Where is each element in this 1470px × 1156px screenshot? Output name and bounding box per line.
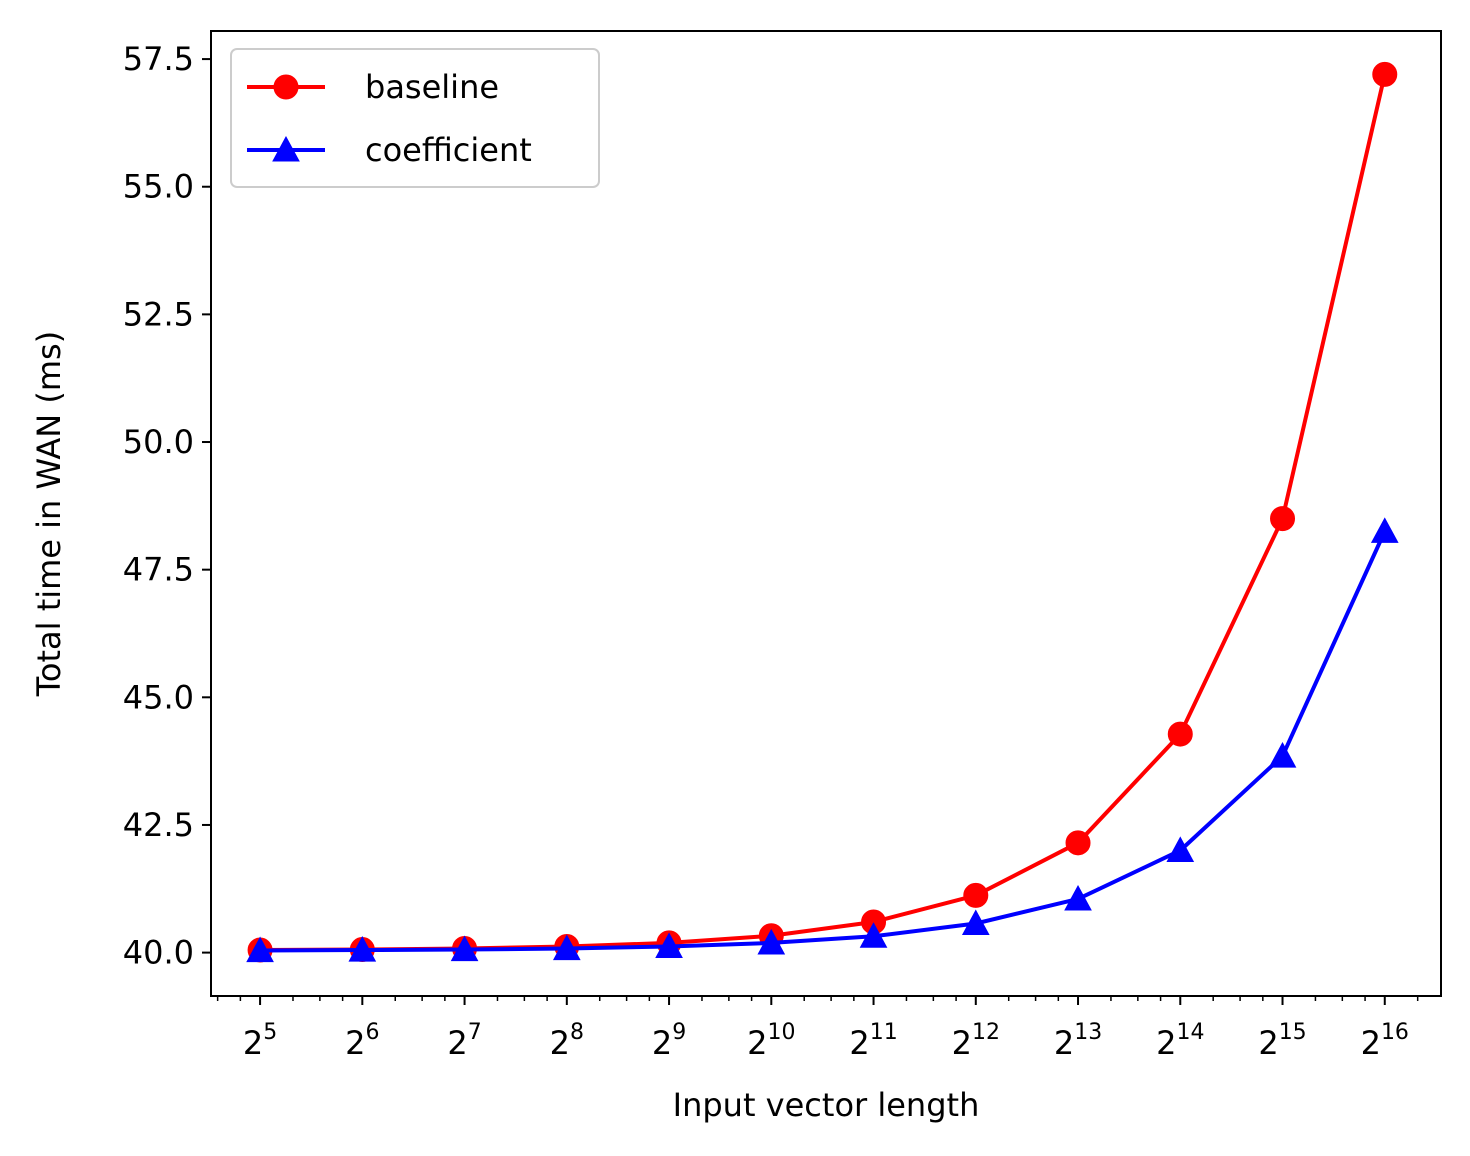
x-axis-label: Input vector length [673,1086,980,1124]
x-tick-label: 214 [1156,1020,1204,1062]
data-point-baseline [963,882,989,908]
series-baseline [247,61,1398,963]
x-tick-label: 27 [447,1020,481,1062]
y-tick-label: 52.5 [123,295,194,333]
series-layer [246,61,1399,963]
series-line-coefficient [260,530,1387,953]
data-point-coefficient [450,935,479,962]
x-tick-label: 216 [1361,1020,1409,1062]
x-tick-label: 25 [243,1020,277,1062]
legend-entry-coefficient: coefficient [247,131,532,169]
data-point-coefficient [552,934,581,961]
data-point-baseline [1065,830,1091,856]
legend: baseline coefficient [230,48,600,188]
data-point-coefficient [655,932,683,959]
data-point-coefficient [859,922,888,948]
y-tick-label: 57.5 [123,40,194,78]
x-tick-label: 210 [747,1020,795,1062]
legend-label: coefficient [365,131,532,169]
data-point-coefficient [1268,741,1297,768]
x-tick-label: 26 [345,1020,379,1062]
x-tick-label: 212 [952,1020,1000,1062]
data-point-coefficient [1370,517,1399,543]
legend-marker [273,74,299,100]
data-point-baseline [1372,61,1398,87]
data-point-coefficient [1166,836,1195,863]
data-point-coefficient [246,936,274,963]
series-coefficient [246,517,1399,963]
x-tick-label: 28 [550,1020,584,1062]
x-tick-label: 29 [652,1020,686,1062]
y-tick-label: 47.5 [123,551,194,589]
data-point-baseline [1167,721,1193,747]
y-tick-label: 45.0 [123,678,194,716]
x-tick-label: 215 [1258,1020,1306,1062]
legend-box [230,48,600,188]
y-tick-label: 42.5 [123,806,194,844]
plot-frame [210,30,1442,997]
legend-entry-baseline: baseline [247,68,499,106]
y-axis-label: Total time in WAN (ms) [30,331,68,697]
data-point-coefficient [961,909,990,936]
y-tick-label: 40.0 [123,934,194,972]
data-point-coefficient [757,928,786,955]
y-tick-label: 50.0 [123,423,194,461]
legend-marker [272,135,300,162]
data-point-coefficient [348,935,377,962]
x-tick-label: 211 [849,1020,897,1062]
axes-layer: 40.0 42.5 45.0 47.5 50.0 52.5 55.0 57.5 25 26 27 28… [123,30,1442,1062]
x-tick-label: 213 [1054,1020,1102,1062]
y-tick-label: 55.0 [123,168,194,206]
legend-label: baseline [365,68,499,106]
data-point-baseline [1270,506,1296,532]
data-point-coefficient [1064,884,1092,911]
